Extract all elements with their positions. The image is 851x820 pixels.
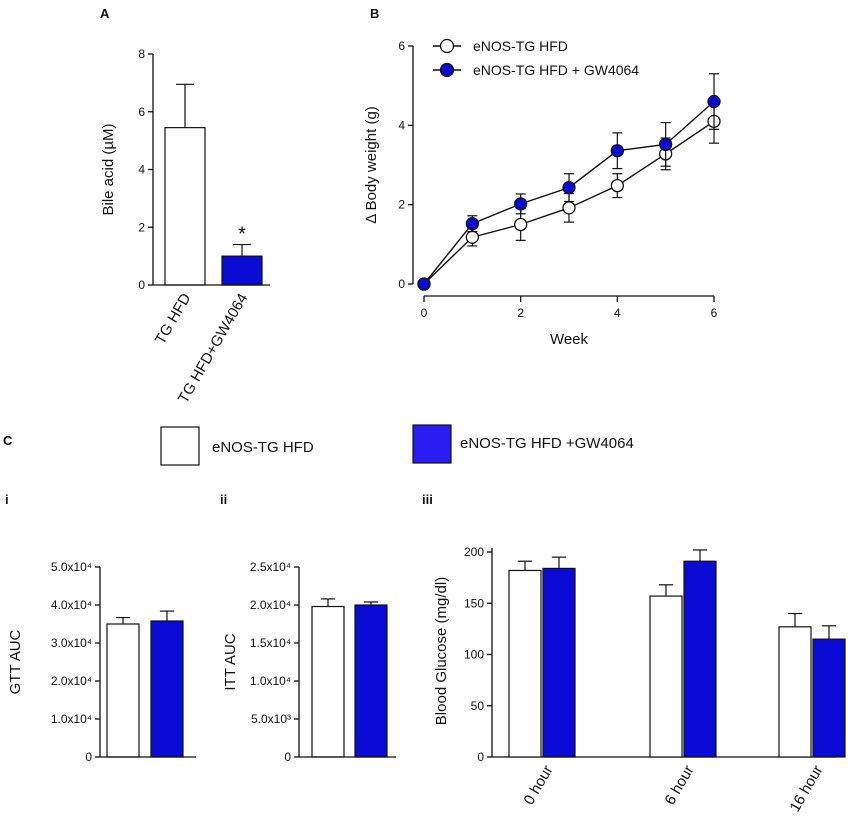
chart-c-ii-itt: 0 5.0x10³ 1.0x10⁴ 1.5x10⁴ 2.0x10⁴ 2.5x10⁴ ITT …: [222, 560, 396, 764]
chart-c-iii-bar: [542, 567, 576, 758]
chart-b-series-control-point: [514, 217, 528, 232]
panel-letter-a: A: [100, 6, 110, 21]
chart-a-y-tick-label: 0: [138, 278, 145, 292]
chart-b-series-control-point: [610, 178, 624, 193]
chart-c-iii-x-tick-label: 0 hour: [520, 763, 556, 808]
panel-letter-c-i: i: [5, 492, 9, 507]
chart-b-x-axis-title: Week: [550, 331, 589, 348]
chart-a-y-tick-label: 2: [138, 220, 145, 234]
chart-c-ii-y-tick-label: 0: [284, 750, 291, 764]
chart-b-y-tick-label: 6: [398, 39, 405, 53]
chart-c-i-bar: [150, 620, 184, 758]
chart-b-series-treated-point: [417, 277, 431, 291]
chart-c-ii-y-tick-label: 1.5x10⁴: [250, 636, 291, 650]
chart-c-iii-y-tick-label: 150: [464, 596, 484, 610]
chart-a-y-axis-title: Bile acid (µM): [100, 124, 117, 216]
chart-a-bar: [164, 127, 206, 286]
chart-c-i-y-tick-label: 3.0x10⁴: [51, 636, 92, 650]
chart-a-y-tick-label: 6: [138, 105, 145, 119]
chart-c-i-y-tick-label: 2.0x10⁴: [51, 674, 92, 688]
chart-c-ii-y-tick-label: 1.0x10⁴: [250, 674, 291, 688]
chart-c-iii-x-tick-label: 16 hour: [786, 762, 826, 815]
chart-b-x-tick-label: 2: [517, 306, 524, 320]
legend-c: eNOS-TG HFD eNOS-TG HFD +GW4064: [160, 424, 634, 466]
chart-c-ii-y-axis-title: ITT AUC: [222, 633, 239, 690]
legend-c-swatch-treated: [412, 424, 452, 464]
chart-b-legend-label: eNOS-TG HFD: [473, 38, 568, 54]
chart-c-iii-x-tick-label: 6 hour: [661, 763, 697, 808]
chart-b-series-control-point: [465, 230, 479, 244]
panel-letter-c-ii: ii: [220, 492, 227, 507]
chart-b-y-tick-label: 0: [398, 277, 405, 291]
chart-b-y-tick-label: 4: [398, 118, 405, 132]
chart-c-ii-y-tick-label: 5.0x10³: [251, 712, 291, 726]
chart-c-iii-bar: [649, 595, 683, 758]
chart-b-y-axis-title: Δ Body weight (g): [363, 106, 380, 224]
chart-a-y-tick-label: 4: [138, 163, 145, 177]
chart-c-iii-y-tick-label: 50: [471, 699, 485, 713]
chart-c-iii-y-tick-label: 0: [477, 750, 484, 764]
chart-b-legend-label: eNOS-TG HFD + GW4064: [473, 62, 639, 78]
chart-c-i-y-tick-label: 0: [85, 750, 92, 764]
chart-b-x-tick-label: 0: [421, 306, 428, 320]
chart-c-ii-bar: [311, 605, 345, 758]
chart-b-series-control-point: [562, 201, 576, 215]
chart-c-i-gtt: 0 1.0x10⁴ 2.0x10⁴ 3.0x10⁴ 4.0x10⁴ 5.0x10⁴ GTT …: [7, 560, 196, 764]
chart-a-bar: [221, 255, 263, 286]
chart-c-ii-y-tick-label: 2.0x10⁴: [250, 598, 291, 612]
chart-c-iii-bar: [508, 569, 542, 758]
chart-c-i-y-tick-label: 5.0x10⁴: [51, 560, 92, 574]
chart-c-iii-y-axis-title: Blood Glucose (mg/dl): [433, 577, 450, 725]
chart-b-legend-marker: [439, 62, 455, 78]
chart-c-iii-y-tick-label: 100: [464, 648, 484, 662]
chart-a-significance-star: *: [238, 224, 246, 246]
chart-a-x-tick-label: TG HFD: [152, 290, 195, 347]
chart-b-series-treated-point: [465, 217, 479, 231]
chart-b-series-treated-point: [610, 144, 624, 158]
chart-c-i-y-tick-label: 4.0x10⁴: [51, 598, 92, 612]
legend-c-label-treated: eNOS-TG HFD +GW4064: [460, 435, 634, 452]
chart-c-iii-bar: [812, 638, 846, 758]
chart-c-i-y-axis-title: GTT AUC: [7, 629, 24, 694]
panel-letter-c: C: [3, 433, 13, 448]
chart-b-y-tick-label: 2: [398, 198, 405, 212]
chart-b-legend-marker: [439, 38, 455, 54]
chart-b-series-treated-point: [562, 180, 576, 195]
chart-c-i-y-tick-label: 1.0x10⁴: [51, 712, 92, 726]
chart-b-series-treated-point: [514, 197, 528, 211]
chart-c-iii-bar: [778, 626, 812, 758]
chart-b-series-treated-point: [707, 94, 721, 109]
chart-c-i-bar: [106, 623, 140, 758]
panel-letter-b: B: [370, 6, 379, 21]
chart-b-x-tick-label: 6: [711, 306, 718, 320]
chart-c-iii-bar: [683, 560, 717, 758]
chart-a-y-tick-label: 8: [138, 47, 145, 61]
legend-c-label-control: eNOS-TG HFD: [212, 439, 314, 456]
legend-c-swatch-control: [160, 426, 200, 466]
chart-b-body-weight: 0 2 4 6 Δ Body weight (g) 0 2 4 6 Week eNOS-TG HFD…: [363, 38, 721, 348]
chart-c-ii-y-tick-label: 2.5x10⁴: [250, 560, 291, 574]
chart-c-iii-glucose: 0 50 100 150 200 Blood Glucose (mg/dl) 0 hour 6…: [433, 545, 846, 815]
chart-c-ii-bar: [354, 604, 388, 758]
panel-letter-c-iii: iii: [422, 492, 433, 507]
chart-b-series-treated-point: [659, 137, 673, 152]
chart-c-iii-y-tick-label: 200: [464, 545, 484, 559]
chart-b-x-tick-label: 4: [614, 306, 621, 320]
